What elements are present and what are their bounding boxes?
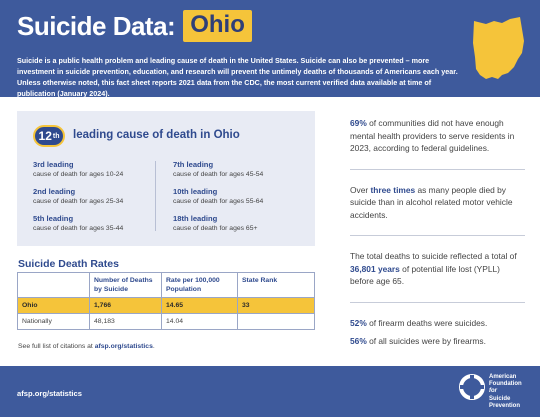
citation-suffix: .: [152, 343, 155, 350]
citation-prefix: See full list of citations at: [18, 343, 95, 350]
fact-text: of firearm deaths were suicides.: [366, 317, 488, 328]
rank-cell: [237, 313, 315, 330]
fact-pre: Over: [350, 184, 371, 195]
fact-divider: [350, 301, 525, 303]
fact-item: The total deaths to suicide reflected a …: [350, 250, 525, 288]
fact-highlight: 52%: [350, 317, 367, 328]
org-name: American Foundation for Suicide Preventi…: [489, 374, 522, 410]
title-row: Suicide Data: Ohio: [17, 10, 252, 42]
fact-text: of potential life lost (YPLL) before age…: [350, 263, 500, 287]
lead-rank: 2nd leading: [33, 187, 76, 196]
intro-text: Suicide is a public health problem and l…: [17, 56, 458, 98]
facts-column: 69% of communities did not have enough m…: [350, 117, 525, 348]
leading-list-right: 7th leading cause of death for ages 45-5…: [173, 160, 263, 241]
lead-item: 10th leading cause of death for ages 55-…: [173, 187, 263, 214]
org-name-line: American: [489, 374, 517, 380]
org-name-line: Foundation: [489, 381, 522, 388]
table-header-cell: Rate per 100,000 Population: [161, 272, 238, 298]
rates-table-title: Suicide Death Rates: [18, 258, 119, 270]
lead-desc: cause of death for ages 10-24: [33, 171, 124, 178]
org-name-line: for: [489, 388, 497, 395]
deaths-cell: 1,766: [89, 297, 162, 314]
fact-text: of all suicides were by firearms.: [366, 336, 486, 346]
fact-highlight: 69%: [350, 118, 367, 128]
firearm-fact: 56% of all suicides were by firearms.: [350, 335, 525, 348]
lead-rank: 7th leading: [173, 160, 214, 169]
lead-item: 3rd leading cause of death for ages 10-2…: [33, 160, 123, 187]
fact-pre: The total deaths to suicide reflected a …: [350, 251, 517, 261]
table-header-cell: State Rank: [237, 272, 315, 298]
footer-banner: afsp.org/statistics American Foundation …: [0, 366, 540, 417]
rank-number: 12: [38, 129, 52, 143]
fact-text: of communities did not have enough menta…: [350, 118, 515, 153]
page-title: Suicide Data:: [17, 10, 176, 41]
citation-note: See full list of citations at afsp.org/s…: [18, 343, 155, 350]
column-divider: [155, 161, 156, 231]
citation-link[interactable]: afsp.org/statistics: [94, 343, 153, 350]
table-header-cell: [17, 272, 90, 298]
lead-desc: cause of death for ages 35-44: [33, 225, 124, 232]
lead-item: 18th leading cause of death for ages 65+: [173, 214, 263, 241]
rate-cell: 14.65: [161, 297, 238, 314]
lead-rank: 5th leading: [33, 214, 74, 223]
org-name-line: Suicide: [489, 395, 511, 402]
ohio-map-icon: [473, 17, 524, 79]
lifebuoy-logo-icon: [459, 374, 485, 400]
lead-rank: 10th leading: [173, 187, 218, 196]
fact-divider: [350, 235, 525, 236]
lead-item: 2nd leading cause of death for ages 25-3…: [33, 187, 123, 214]
deaths-cell: 48,183: [89, 313, 162, 330]
lead-desc: cause of death for ages 25-34: [33, 198, 124, 205]
lead-rank: 18th leading: [173, 214, 218, 223]
lead-desc: cause of death for ages 45-54: [173, 171, 264, 178]
rank-cell: 33: [237, 297, 315, 314]
lead-desc: cause of death for ages 65+: [173, 225, 258, 232]
fact-item: 69% of communities did not have enough m…: [350, 117, 525, 155]
fact-highlight: three times: [370, 184, 416, 195]
state-name-badge: Ohio: [183, 10, 252, 42]
table-row: Ohio 1,766 14.65 33: [17, 297, 315, 314]
rates-table: Number of Deaths by Suicide Rate per 100…: [17, 272, 315, 330]
firearm-fact: 52% of firearm deaths were suicides.: [350, 317, 525, 330]
org-name-line: Prevention: [489, 402, 521, 409]
fact-highlight: 56%: [350, 336, 367, 346]
table-row: Nationally 48,183 14.04: [17, 313, 315, 330]
row-label: Ohio: [17, 297, 90, 314]
leading-list-left: 3rd leading cause of death for ages 10-2…: [33, 160, 123, 241]
fact-divider: [350, 168, 525, 170]
rank-suffix: th: [52, 132, 60, 140]
lead-rank: 3rd leading: [33, 160, 74, 169]
row-label: Nationally: [17, 313, 90, 330]
fact-highlight: 36,801 years: [350, 263, 400, 274]
table-header-cell: Number of Deaths by Suicide: [89, 272, 162, 298]
lead-item: 5th leading cause of death for ages 35-4…: [33, 214, 123, 241]
footer-url-link[interactable]: afsp.org/statistics: [17, 389, 82, 398]
lead-desc: cause of death for ages 55-64: [173, 198, 264, 205]
fact-text: as many people died by suicide than in a…: [350, 184, 513, 220]
rate-cell: 14.04: [161, 313, 238, 330]
fact-item: Over three times as many people died by …: [350, 184, 525, 222]
leading-cause-title: leading cause of death in Ohio: [73, 129, 240, 141]
table-header-row: Number of Deaths by Suicide Rate per 100…: [17, 272, 315, 298]
header-banner: Suicide Data: Ohio Suicide is a public h…: [0, 0, 540, 98]
lead-item: 7th leading cause of death for ages 45-5…: [173, 160, 263, 187]
